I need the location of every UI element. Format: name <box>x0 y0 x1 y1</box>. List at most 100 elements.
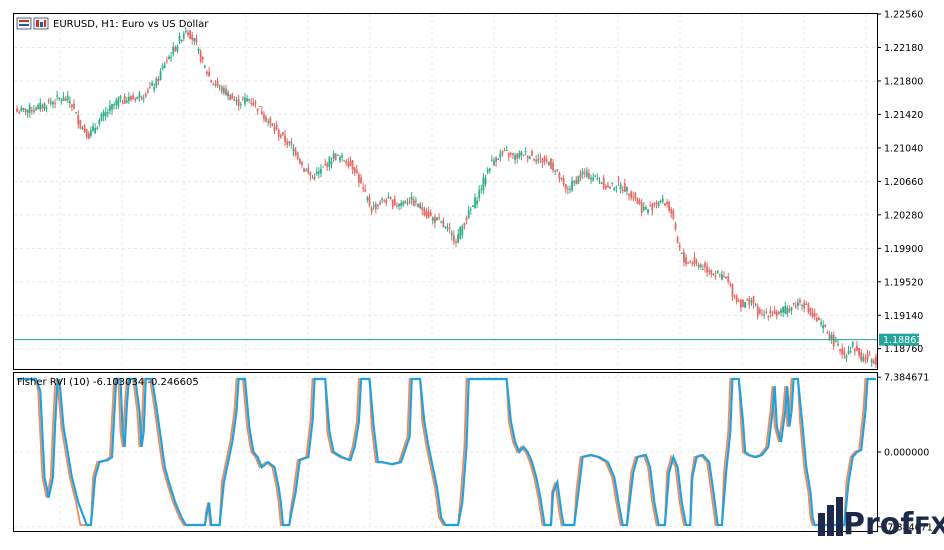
candle[interactable] <box>159 68 162 81</box>
candle[interactable] <box>733 294 736 300</box>
candle[interactable] <box>735 294 738 305</box>
candle[interactable] <box>556 169 559 173</box>
candle[interactable] <box>358 172 360 188</box>
candle[interactable] <box>509 151 512 158</box>
candle[interactable] <box>313 173 316 181</box>
candle[interactable] <box>366 195 369 203</box>
candle[interactable] <box>638 197 641 206</box>
candle[interactable] <box>431 216 434 225</box>
candle[interactable] <box>298 158 301 165</box>
candle[interactable] <box>761 308 763 317</box>
candle[interactable] <box>212 82 215 86</box>
candle[interactable] <box>423 206 426 217</box>
candle[interactable] <box>691 260 694 267</box>
candle[interactable] <box>58 97 61 101</box>
candle[interactable] <box>362 182 365 193</box>
candle[interactable] <box>115 97 118 110</box>
candle[interactable] <box>811 307 814 319</box>
candle[interactable] <box>231 92 234 100</box>
candle[interactable] <box>552 158 554 173</box>
candle[interactable] <box>651 202 654 216</box>
candle[interactable] <box>347 157 350 169</box>
candle[interactable] <box>332 150 335 163</box>
candle[interactable] <box>170 51 173 62</box>
candle[interactable] <box>450 230 453 241</box>
candle[interactable] <box>214 80 217 88</box>
candle[interactable] <box>626 186 628 196</box>
candle[interactable] <box>615 185 618 193</box>
candle[interactable] <box>853 347 856 356</box>
candle[interactable] <box>598 176 601 185</box>
candle[interactable] <box>720 270 723 281</box>
candle[interactable] <box>387 192 390 199</box>
candle[interactable] <box>818 316 820 321</box>
candle[interactable] <box>309 171 312 181</box>
candle[interactable] <box>244 93 246 107</box>
candle[interactable] <box>661 194 664 204</box>
candle[interactable] <box>562 174 565 187</box>
candle[interactable] <box>216 77 219 88</box>
candle[interactable] <box>442 217 445 228</box>
candle[interactable] <box>664 202 666 207</box>
candle[interactable] <box>136 96 139 100</box>
candle[interactable] <box>794 301 797 309</box>
candle[interactable] <box>26 109 29 118</box>
candle[interactable] <box>602 174 605 191</box>
candle[interactable] <box>18 109 21 115</box>
candle[interactable] <box>824 323 827 328</box>
candle[interactable] <box>822 320 825 334</box>
candle[interactable] <box>254 99 257 108</box>
candle[interactable] <box>195 34 198 46</box>
candle[interactable] <box>165 56 168 64</box>
candle[interactable] <box>545 155 548 164</box>
candle[interactable] <box>100 112 103 122</box>
candle[interactable] <box>674 221 677 232</box>
candle[interactable] <box>402 200 405 208</box>
candle[interactable] <box>149 81 151 90</box>
candle[interactable] <box>792 302 795 307</box>
candle[interactable] <box>858 347 860 359</box>
candle[interactable] <box>826 330 829 335</box>
candle[interactable] <box>642 202 645 212</box>
candle[interactable] <box>292 144 295 157</box>
candle[interactable] <box>360 173 362 184</box>
candle[interactable] <box>180 39 183 43</box>
candle[interactable] <box>155 76 158 89</box>
candle[interactable] <box>225 84 227 97</box>
candle[interactable] <box>729 281 732 288</box>
candle[interactable] <box>712 273 715 277</box>
candle[interactable] <box>533 158 535 162</box>
candle[interactable] <box>279 133 282 140</box>
fisher-signal-line[interactable] <box>17 378 876 526</box>
candle[interactable] <box>459 225 462 240</box>
candle[interactable] <box>168 54 170 60</box>
candle[interactable] <box>495 156 497 167</box>
candle[interactable] <box>680 252 683 254</box>
candle[interactable] <box>125 96 128 104</box>
candle[interactable] <box>807 302 810 315</box>
candle[interactable] <box>210 79 213 84</box>
candle[interactable] <box>514 153 516 164</box>
candle[interactable] <box>708 267 711 276</box>
candle[interactable] <box>628 193 630 201</box>
candle[interactable] <box>657 201 660 208</box>
candle[interactable] <box>66 91 69 104</box>
candle[interactable] <box>417 202 419 208</box>
candle[interactable] <box>229 93 232 101</box>
candle[interactable] <box>353 166 356 176</box>
candle[interactable] <box>520 150 523 161</box>
candle[interactable] <box>849 346 852 354</box>
candle[interactable] <box>467 205 470 219</box>
chart-window-icon[interactable] <box>16 17 49 30</box>
candle[interactable] <box>621 185 624 194</box>
candle[interactable] <box>569 185 571 194</box>
candle[interactable] <box>56 90 59 101</box>
candle[interactable] <box>393 194 396 206</box>
candle[interactable] <box>564 183 567 194</box>
candle[interactable] <box>739 298 742 312</box>
candle[interactable] <box>408 196 411 205</box>
candle[interactable] <box>117 96 120 109</box>
candle[interactable] <box>809 307 812 317</box>
candle[interactable] <box>250 97 253 107</box>
candle[interactable] <box>87 130 90 140</box>
